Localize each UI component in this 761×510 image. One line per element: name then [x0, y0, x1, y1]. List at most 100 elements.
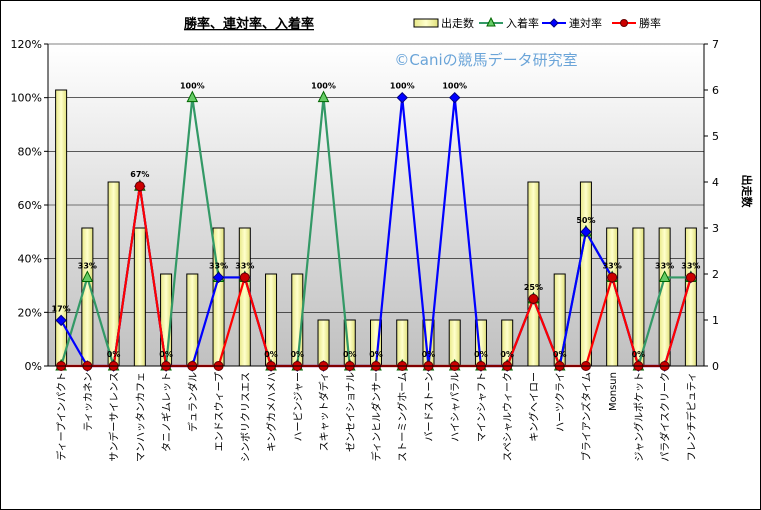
x-tick-label: ブライアンズタイム — [580, 372, 593, 461]
x-tick-label: ストーミングホーム — [396, 372, 409, 462]
chart-title: 勝率、連対率、入着率 — [184, 16, 314, 32]
y2-tick-label: 7 — [712, 38, 719, 51]
data-label: 0% — [343, 350, 357, 359]
legend: 出走数 入着率 連対率 勝率 — [413, 16, 661, 30]
y-tick-label: 20% — [18, 306, 42, 319]
data-point — [239, 272, 250, 283]
y-tick-label: 60% — [18, 199, 42, 212]
data-label: 0% — [264, 350, 278, 359]
legend-marker — [620, 19, 628, 27]
data-label: 0% — [107, 350, 121, 359]
y-tick-label: 40% — [18, 253, 42, 266]
x-tick-label: デュランダル — [186, 372, 199, 432]
x-tick-label: ハーツクライ — [555, 372, 567, 432]
data-point — [55, 314, 67, 327]
data-label: 33% — [655, 261, 674, 270]
bar — [579, 181, 592, 367]
y2-tick-label: 0 — [712, 360, 719, 373]
legend-marker — [486, 16, 496, 27]
data-label: 50% — [576, 216, 595, 225]
x-tick-label: スキャットダディ — [318, 372, 331, 451]
y2-tick-label: 4 — [712, 176, 719, 189]
data-point — [449, 91, 461, 104]
x-tick-label: シンボリクリスエス — [240, 372, 252, 462]
axes: 0% 20% 40% 60% 80% 100% 120% 0 1 2 3 4 5 6 7 ディープインパクト テ… — [11, 38, 719, 462]
bar — [133, 227, 146, 367]
x-tick-label: ハービンジャー — [292, 372, 304, 442]
data-point — [186, 90, 199, 103]
x-tick-label: サンデーサイレンス — [108, 372, 121, 462]
bar — [632, 227, 645, 367]
bar — [606, 227, 619, 367]
x-tick-label: ティッカネン — [82, 372, 94, 431]
y-tick-label: 80% — [18, 145, 42, 158]
x-tick-label: パラダイスクリーク — [659, 372, 672, 462]
data-point — [81, 270, 94, 282]
data-label: 100% — [180, 82, 205, 91]
data-point — [580, 226, 592, 238]
data-point — [317, 90, 330, 103]
y2-tick-label: 1 — [712, 314, 719, 327]
x-tick-label: ハイシャパラル — [450, 372, 462, 442]
x-tick-label: フレンチデピュティ — [685, 372, 698, 461]
y2-axis-label: 出走数 — [740, 175, 754, 209]
legend-swatch — [413, 18, 439, 28]
x-tick-label: エンドスウィープ — [214, 372, 226, 451]
data-label: 33% — [235, 261, 254, 270]
data-point — [134, 181, 145, 192]
y2-tick-label: 3 — [712, 222, 719, 235]
data-label: 0% — [159, 350, 173, 359]
watermark: ©Caniの競馬データ研究室 — [394, 51, 577, 69]
data-labels: 17% 33% 0% 67% 0% 100% 33% 33% 0% 0% 100% 0% 0% 100% 0… — [52, 82, 701, 359]
legend-label: 入着率 — [506, 16, 539, 30]
x-tick-label: マインシャフト — [477, 372, 488, 442]
y2-tick-label: 6 — [712, 84, 719, 97]
data-point — [685, 272, 696, 283]
data-label: 100% — [311, 82, 336, 91]
x-tick-label: スペシャルウィーク — [502, 372, 514, 461]
x-tick-label: ジャングルポケット — [632, 372, 645, 462]
data-label: 100% — [442, 82, 467, 91]
data-point — [658, 270, 671, 282]
data-label: 33% — [78, 261, 97, 270]
y-tick-label: 0% — [25, 360, 42, 373]
bar — [658, 227, 671, 367]
y2-tick-label: 5 — [712, 130, 719, 143]
data-label: 0% — [632, 350, 646, 359]
legend-label: 出走数 — [441, 16, 474, 30]
data-label: 33% — [603, 261, 622, 270]
bar — [527, 181, 540, 367]
legend-label: 勝率 — [639, 16, 661, 30]
x-tick-label: マンハッタンカフェ — [135, 372, 147, 462]
data-label: 17% — [52, 304, 71, 313]
data-label: 0% — [500, 350, 514, 359]
x-tick-label: バードストーン — [423, 372, 435, 442]
x-tick-label: ディープインパクト — [55, 372, 68, 461]
data-point — [396, 91, 408, 104]
y-tick-label: 100% — [11, 92, 42, 105]
bar — [317, 319, 330, 367]
bar — [684, 227, 697, 367]
bar — [81, 227, 94, 367]
data-label: 0% — [474, 350, 488, 359]
x-tick-label: ゼンセイショナル — [345, 372, 357, 452]
data-label: 33% — [681, 261, 700, 270]
data-label: 25% — [524, 283, 543, 292]
x-tick-label: キングカメハメハ — [265, 372, 278, 452]
data-point — [528, 293, 539, 304]
bar — [238, 227, 251, 367]
x-tick-label: タニノギムレット — [161, 372, 173, 452]
data-point — [607, 272, 618, 283]
data-label: 33% — [209, 261, 228, 270]
y2-tick-label: 2 — [712, 268, 719, 281]
x-tick-label: キングヘイロー — [527, 372, 540, 442]
data-label: 0% — [369, 350, 383, 359]
x-tick-label: Monsun — [608, 372, 619, 411]
data-label: 100% — [390, 82, 415, 91]
legend-label: 連対率 — [569, 16, 602, 30]
data-point — [212, 271, 225, 284]
legend-marker — [549, 18, 559, 28]
data-label: 67% — [130, 170, 149, 179]
